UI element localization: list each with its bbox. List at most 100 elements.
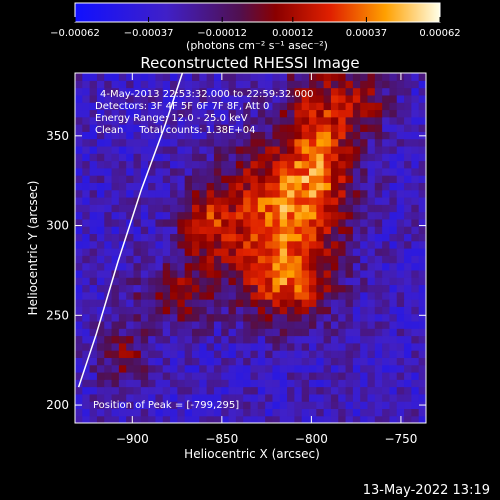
heatmap-cell	[338, 131, 347, 140]
heatmap-cell	[243, 153, 252, 162]
heatmap-cell	[352, 371, 361, 380]
heatmap-cell	[104, 218, 113, 227]
heatmap-cell	[221, 73, 230, 81]
heatmap-cell	[75, 386, 83, 395]
heatmap-cell	[250, 313, 259, 322]
heatmap-cell	[360, 379, 369, 388]
heatmap-cell	[133, 255, 142, 264]
heatmap-cell	[301, 408, 310, 417]
heatmap-cell	[360, 248, 369, 256]
heatmap-cell	[213, 328, 222, 337]
heatmap-cell	[104, 328, 113, 337]
heatmap-cell	[323, 102, 332, 111]
heatmap-cell	[162, 269, 171, 278]
heatmap-cell	[250, 269, 259, 278]
heatmap-cell	[126, 415, 135, 423]
heatmap-cell	[89, 248, 98, 256]
heatmap-cell	[213, 145, 222, 154]
heatmap-cell	[360, 116, 369, 125]
heatmap-cell	[148, 364, 157, 373]
heatmap-cell	[118, 379, 127, 388]
heatmap-cell	[396, 131, 405, 140]
heatmap-cell	[330, 131, 339, 140]
heatmap-cell	[140, 313, 149, 322]
heatmap-cell	[235, 145, 244, 154]
heatmap-cell	[148, 102, 157, 111]
heatmap-cell	[133, 371, 142, 380]
heatmap-cell	[309, 196, 317, 205]
heatmap-cell	[75, 371, 83, 380]
heatmap-cell	[213, 240, 222, 249]
heatmap-cell	[294, 357, 303, 366]
heatmap-cell	[287, 196, 295, 205]
heatmap-cell	[221, 386, 230, 395]
heatmap-cell	[418, 240, 426, 249]
heatmap-cell	[345, 364, 354, 373]
heatmap-cell	[352, 131, 361, 140]
heatmap-cell	[367, 299, 376, 307]
heatmap-cell	[89, 262, 98, 271]
heatmap-cell	[177, 145, 186, 154]
heatmap-cell	[389, 87, 398, 96]
heatmap-cell	[104, 277, 113, 286]
heatmap-cell	[250, 189, 259, 198]
heatmap-cell	[221, 269, 230, 278]
heatmap-cell	[374, 255, 383, 264]
heatmap-cell	[418, 204, 426, 213]
heatmap-cell	[177, 94, 186, 103]
heatmap-cell	[155, 269, 164, 278]
heatmap-cell	[89, 284, 98, 293]
heatmap-cell	[367, 175, 376, 183]
heatmap-cell	[243, 160, 252, 169]
heatmap-cell	[389, 145, 398, 154]
heatmap-cell	[118, 73, 127, 81]
heatmap-cell	[192, 350, 200, 358]
heatmap-cell	[250, 291, 259, 300]
heatmap-cell	[382, 255, 391, 264]
heatmap-cell	[309, 415, 317, 423]
heatmap-cell	[279, 291, 288, 300]
heatmap-cell	[133, 204, 142, 213]
heatmap-cell	[367, 116, 376, 125]
heatmap-cell	[206, 109, 215, 118]
heatmap-cell	[294, 175, 303, 183]
heatmap-cell	[367, 320, 376, 329]
heatmap-cell	[345, 116, 354, 125]
heatmap-cell	[345, 393, 354, 402]
heatmap-cell	[235, 94, 244, 103]
heatmap-cell	[206, 277, 215, 286]
heatmap-cell	[162, 342, 171, 351]
heatmap-cell	[360, 401, 369, 410]
heatmap-cell	[82, 124, 91, 132]
heatmap-cell	[265, 87, 274, 96]
heatmap-cell	[396, 226, 405, 235]
heatmap-cell	[133, 415, 142, 423]
heatmap-cell	[199, 255, 208, 264]
heatmap-cell	[89, 94, 98, 103]
heatmap-cell	[111, 284, 120, 293]
heatmap-cell	[206, 138, 215, 147]
heatmap-cell	[345, 87, 354, 96]
heatmap-cell	[133, 240, 142, 249]
heatmap-cell	[111, 167, 120, 176]
heatmap-cell	[345, 109, 354, 118]
heatmap-cell	[374, 408, 383, 417]
heatmap-cell	[279, 182, 288, 191]
heatmap-cell	[272, 248, 281, 256]
heatmap-cell	[287, 233, 295, 242]
heatmap-cell	[133, 291, 142, 300]
heatmap-cell	[89, 401, 98, 410]
heatmap-cell	[279, 124, 288, 132]
heatmap-cell	[265, 415, 274, 423]
heatmap-cell	[155, 102, 164, 111]
heatmap-cell	[140, 328, 149, 337]
heatmap-cell	[345, 240, 354, 249]
heatmap-cell	[82, 182, 91, 191]
heatmap-cell	[279, 408, 288, 417]
heatmap-cell	[126, 291, 135, 300]
heatmap-cell	[177, 255, 186, 264]
heatmap-cell	[235, 138, 244, 147]
heatmap-cell	[213, 116, 222, 125]
heatmap-cell	[272, 138, 281, 147]
heatmap-cell	[374, 196, 383, 205]
